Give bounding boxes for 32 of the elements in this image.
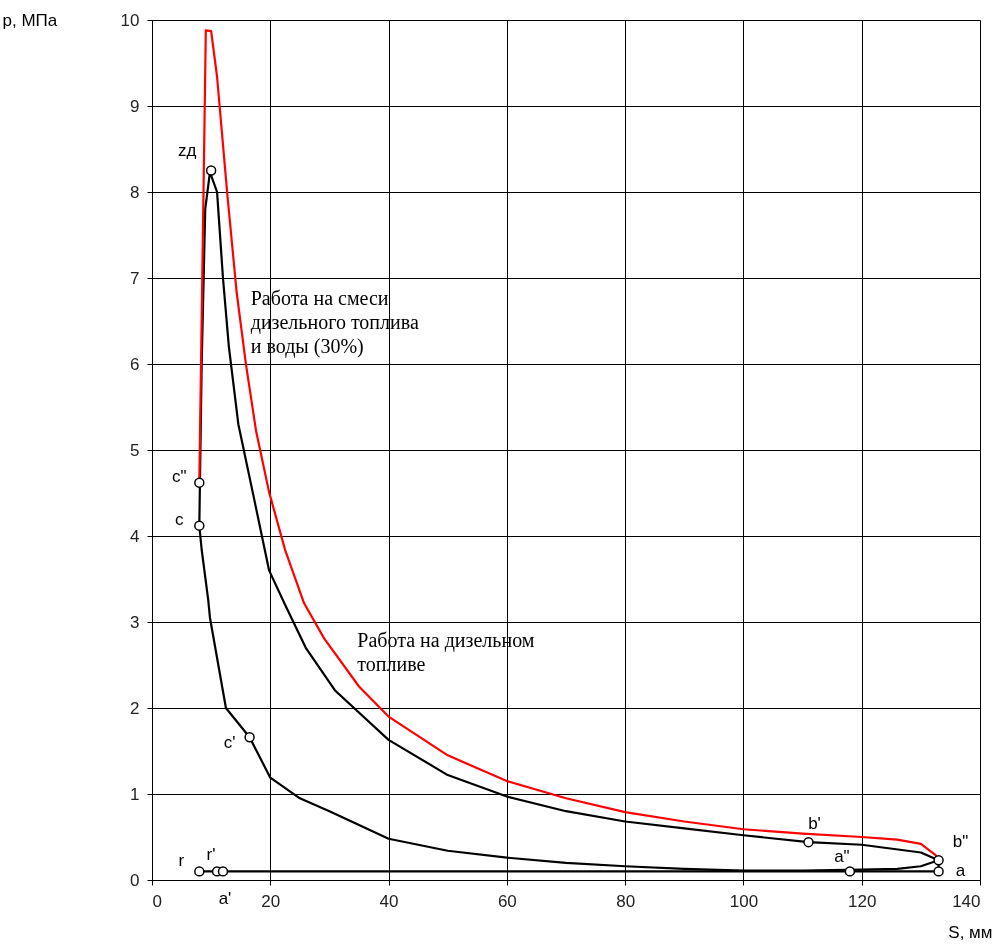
x-tick-label: 60: [497, 891, 517, 911]
x-tick-label: 0: [152, 891, 162, 911]
annotation: c: [175, 509, 185, 529]
annotation: r': [206, 845, 216, 865]
x-tick-label: 80: [616, 891, 636, 911]
y-tick-label: 2: [130, 698, 140, 718]
x-tick-label: 20: [261, 891, 281, 911]
annotation: c': [223, 733, 236, 753]
annotation: r: [178, 851, 185, 871]
x-axis-title: S, мм: [948, 922, 993, 942]
x-tick-label: 40: [379, 891, 399, 911]
y-tick-label: 1: [130, 784, 140, 804]
x-tick-label: 140: [952, 891, 981, 911]
x-tick-label: 100: [729, 891, 759, 911]
y-tick-label: 0: [130, 870, 140, 890]
y-tick-label: 5: [130, 440, 140, 460]
y-tick-label: 3: [130, 612, 140, 632]
annotation: a': [218, 889, 232, 909]
annotation: b': [808, 814, 821, 834]
y-tick-label: 9: [130, 96, 140, 116]
y-tick-label: 4: [130, 526, 140, 546]
y-tick-label: 8: [130, 182, 140, 202]
annotation: b": [952, 832, 969, 852]
y-tick-label: 10: [120, 10, 140, 30]
annotation: zд: [177, 140, 197, 160]
y-axis-title: p, МПа: [2, 10, 58, 30]
annotation: c": [172, 466, 187, 486]
y-tick-label: 7: [130, 268, 140, 288]
x-tick-label: 120: [848, 891, 877, 911]
annotation: a": [834, 847, 850, 867]
annotation: a: [955, 861, 966, 881]
y-tick-label: 6: [130, 354, 140, 374]
